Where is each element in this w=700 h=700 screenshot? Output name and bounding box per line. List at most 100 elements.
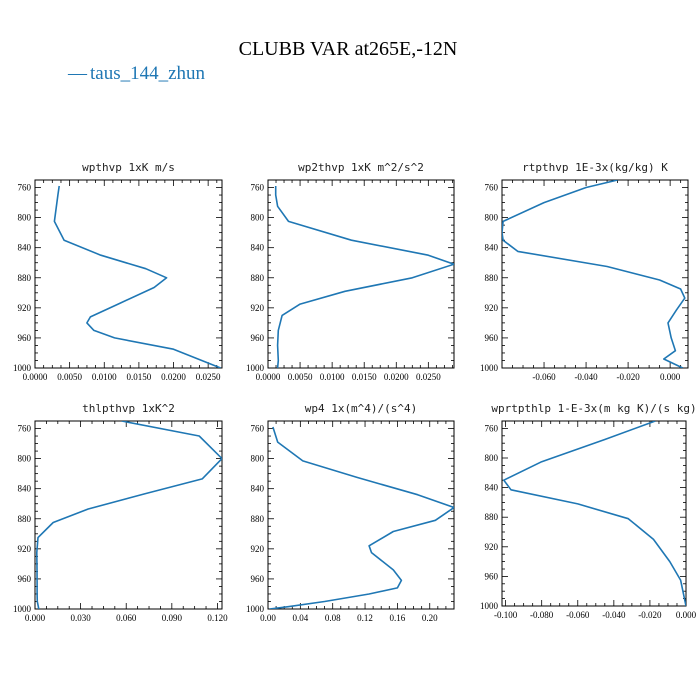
x-tick-label: 0.0100	[92, 372, 117, 382]
x-tick-label: 0.000	[660, 372, 681, 382]
y-tick-label: 1000	[13, 363, 32, 373]
y-tick-label: 960	[485, 571, 499, 581]
y-tick-label: 760	[485, 423, 499, 433]
panel-title: wpthvp 1xK m/s	[82, 161, 175, 174]
y-tick-label: 1000	[246, 604, 265, 614]
y-tick-label: 760	[18, 424, 32, 434]
x-tick-label: -0.020	[616, 372, 640, 382]
y-tick-label: 960	[18, 333, 32, 343]
y-tick-label: 920	[251, 544, 265, 554]
series-line	[502, 421, 686, 606]
y-tick-label: 800	[251, 454, 265, 464]
y-tick-label: 960	[251, 574, 265, 584]
y-tick-label: 840	[251, 484, 265, 494]
x-tick-label: 0.00	[260, 613, 276, 623]
x-tick-label: 0.08	[325, 613, 341, 623]
chart-panel: wprtpthlp 1-E-3x(m kg K)/(s kg) -0.100 -0.…	[480, 402, 697, 620]
series-line	[269, 426, 454, 609]
y-tick-label: 840	[485, 483, 499, 493]
x-tick-label: 0.0050	[57, 372, 82, 382]
x-tick-label: 0.0000	[256, 372, 281, 382]
plot-frame	[34, 179, 223, 369]
x-tick-label: -0.020	[638, 610, 662, 620]
y-tick-label: 840	[485, 243, 499, 253]
x-tick-label: 0.0200	[161, 372, 186, 382]
x-tick-label: 0.04	[292, 613, 308, 623]
plot-frame	[501, 420, 687, 607]
legend-label: taus_144_zhun	[90, 63, 206, 84]
x-tick-label: -0.040	[602, 610, 626, 620]
x-tick-label: 0.16	[390, 613, 406, 623]
x-tick-label: 0.030	[70, 613, 91, 623]
y-tick-label: 920	[485, 303, 499, 313]
y-tick-label: 880	[251, 514, 265, 524]
chart-panel: thlpthvp 1xK^2 0.000 0.030 0.060 0.090 0.120 7…	[13, 402, 228, 623]
panel-title: wprtpthlp 1-E-3x(m kg K)/(s kg)	[491, 402, 696, 415]
y-tick-label: 880	[485, 512, 499, 522]
y-tick-label: 960	[485, 333, 499, 343]
y-tick-label: 760	[251, 424, 265, 434]
x-tick-label: 0.000	[25, 613, 46, 623]
chart-panel: wp4 1x(m^4)/(s^4) 0.00 0.04 0.08 0.12 0.16 0.2…	[246, 402, 455, 623]
y-tick-label: 840	[18, 484, 32, 494]
chart-panel: wpthvp 1xK m/s 0.0000 0.0050 0.0100 0.0150 0.…	[13, 161, 223, 382]
y-tick-label: 960	[18, 574, 32, 584]
y-tick-label: 800	[485, 453, 499, 463]
x-tick-label: -0.060	[532, 372, 556, 382]
y-tick-label: 920	[18, 544, 32, 554]
x-tick-label: -0.040	[574, 372, 598, 382]
y-tick-label: 840	[18, 243, 32, 253]
panel-title: thlpthvp 1xK^2	[82, 402, 175, 415]
suptitle: CLUBB VAR at265E,-12N	[239, 38, 458, 60]
x-tick-label: 0.0000	[23, 372, 48, 382]
x-tick-label: 0.0250	[196, 372, 221, 382]
panel-title: wp2thvp 1xK m^2/s^2	[298, 161, 424, 174]
plot-frame	[34, 420, 223, 610]
chart-panel: rtpthvp 1E-3x(kg/kg) K -0.060 -0.040 -0.020…	[480, 161, 689, 382]
x-tick-label: 0.0150	[352, 372, 377, 382]
y-tick-label: 1000	[480, 363, 499, 373]
y-tick-label: 880	[251, 273, 265, 283]
y-tick-label: 840	[251, 243, 265, 253]
series-line	[35, 421, 222, 609]
x-tick-label: -0.080	[530, 610, 554, 620]
x-tick-label: 0.20	[422, 613, 438, 623]
y-tick-label: 880	[18, 514, 32, 524]
x-tick-label: 0.0050	[288, 372, 313, 382]
y-tick-label: 880	[18, 273, 32, 283]
y-tick-label: 760	[18, 183, 32, 193]
y-tick-label: 920	[251, 303, 265, 313]
legend: — taus_144_zhun	[67, 63, 206, 84]
x-tick-label: 0.0200	[384, 372, 409, 382]
legend-line-glyph: —	[67, 63, 88, 84]
series-line	[502, 180, 686, 368]
x-tick-label: -0.100	[494, 610, 518, 620]
y-tick-label: 1000	[13, 604, 32, 614]
plot-frame	[267, 179, 455, 369]
y-tick-label: 800	[485, 213, 499, 223]
plot-frame	[501, 179, 689, 369]
y-tick-label: 1000	[480, 601, 499, 611]
y-tick-label: 800	[18, 213, 32, 223]
y-tick-label: 920	[18, 303, 32, 313]
y-tick-label: 880	[485, 273, 499, 283]
x-tick-label: -0.060	[566, 610, 590, 620]
y-tick-label: 920	[485, 542, 499, 552]
chart-panel: wp2thvp 1xK m^2/s^2 0.0000 0.0050 0.0100 0.0…	[246, 161, 455, 382]
x-tick-label: 0.060	[116, 613, 137, 623]
y-tick-label: 960	[251, 333, 265, 343]
panel-title: wp4 1x(m^4)/(s^4)	[305, 402, 418, 415]
y-tick-label: 800	[251, 213, 265, 223]
x-tick-label: 0.0250	[416, 372, 441, 382]
series-line	[274, 186, 454, 368]
y-tick-label: 760	[485, 183, 499, 193]
x-tick-label: 0.120	[207, 613, 228, 623]
chart-panels: wpthvp 1xK m/s 0.0000 0.0050 0.0100 0.0150 0.…	[13, 161, 697, 623]
y-tick-label: 760	[251, 183, 265, 193]
x-tick-label: 0.000	[676, 610, 697, 620]
x-tick-label: 0.12	[357, 613, 373, 623]
plot-frame	[267, 420, 455, 610]
x-tick-label: 0.090	[162, 613, 183, 623]
panel-title: rtpthvp 1E-3x(kg/kg) K	[522, 161, 668, 174]
